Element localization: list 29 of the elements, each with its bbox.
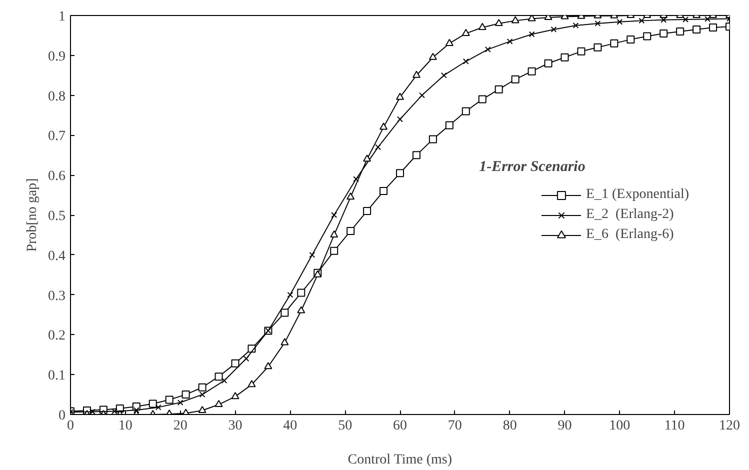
x-tick-label: 50 bbox=[338, 418, 352, 434]
y-tick-label: 0.9 bbox=[48, 49, 66, 64]
y-tick-label: 0.3 bbox=[48, 288, 66, 304]
y-tick-label: 0.8 bbox=[48, 89, 66, 104]
annotation: 1-Error Scenario bbox=[479, 159, 586, 176]
x-tick-label: 90 bbox=[558, 418, 572, 434]
x-tick-label: 30 bbox=[228, 418, 242, 434]
x-tick-label: 70 bbox=[448, 418, 462, 434]
x-tick-label: 10 bbox=[118, 418, 132, 434]
legend-label: E_2 (Erlang-2) bbox=[586, 206, 674, 222]
x-axis-title: Control Time (ms) bbox=[348, 452, 452, 468]
y-axis-title: Prob[no gap] bbox=[25, 178, 40, 252]
y-tick-label: 0.4 bbox=[48, 248, 66, 264]
x-tick-label: 20 bbox=[173, 418, 188, 434]
y-tick-label: 0.7 bbox=[48, 129, 66, 144]
y-tick-label: 0.6 bbox=[48, 169, 66, 184]
x-tick-label: 80 bbox=[502, 418, 517, 434]
x-tick-label: 120 bbox=[719, 418, 740, 434]
legend-label: E_6 (Erlang-6) bbox=[586, 226, 674, 242]
x-tick-label: 40 bbox=[283, 418, 298, 434]
y-tick-label: 1 bbox=[58, 10, 66, 24]
y-tick-label: 0.1 bbox=[48, 368, 66, 384]
legend-label: E_1 (Exponential) bbox=[586, 186, 689, 202]
x-tick-label: 60 bbox=[393, 418, 407, 434]
y-tick-label: 0.5 bbox=[48, 209, 66, 224]
x-tick-label: 100 bbox=[609, 418, 630, 434]
x-tick-label: 110 bbox=[664, 418, 685, 434]
y-tick-label: 0 bbox=[58, 408, 66, 424]
y-tick-label: 0.2 bbox=[48, 328, 66, 344]
